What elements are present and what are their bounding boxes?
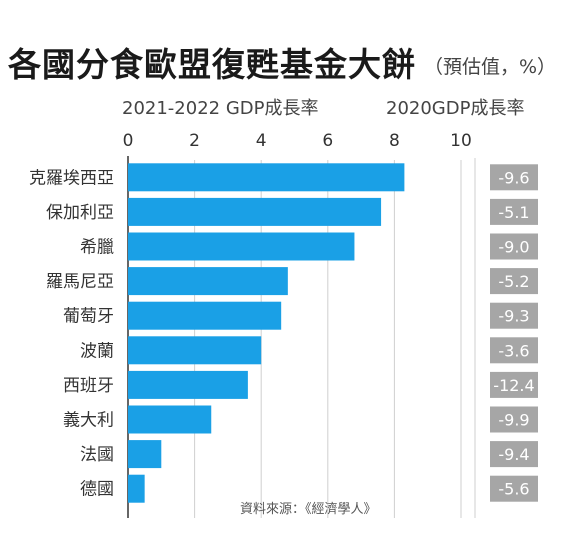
x-tick-label: 4	[256, 131, 267, 151]
value-box-2020	[490, 302, 538, 329]
chart-title: 各國分食歐盟復甦基金大餅	[8, 45, 416, 84]
left-axis-label: 2021-2022 GDP成長率	[122, 98, 319, 119]
right-axis-label: 2020GDP成長率	[386, 98, 525, 119]
value-box-2020	[490, 198, 538, 225]
category-label: 波蘭	[80, 341, 114, 361]
category-label: 葡萄牙	[63, 307, 114, 327]
x-tick-label: 0	[123, 131, 134, 151]
category-label: 克羅埃西亞	[29, 168, 114, 188]
value-box-2020	[490, 406, 538, 433]
value-box-2020	[490, 164, 538, 191]
category-label: 保加利亞	[46, 203, 114, 223]
value-label-2020: -5.2	[498, 272, 529, 291]
bar-2021-2022	[128, 336, 262, 365]
value-label-2020: -9.9	[498, 411, 529, 430]
value-label-2020: -5.1	[498, 203, 529, 222]
value-label-2020: -9.3	[498, 307, 529, 326]
value-box-2020	[490, 475, 538, 502]
value-box-2020	[490, 233, 538, 260]
bar-2021-2022	[128, 440, 162, 469]
category-label: 羅馬尼亞	[46, 272, 114, 292]
value-label-2020: -12.4	[493, 376, 534, 395]
bar-2021-2022	[128, 197, 382, 226]
category-label: 義大利	[63, 411, 114, 431]
bar-2021-2022	[128, 232, 355, 261]
value-label-2020: -5.6	[498, 480, 529, 499]
chart-subtitle: （預估值，%）	[424, 56, 557, 78]
value-label-2020: -9.0	[498, 238, 529, 257]
value-box-2020	[490, 337, 538, 364]
value-label-2020: -3.6	[498, 341, 529, 360]
value-label-2020: -9.4	[498, 445, 529, 464]
category-label: 希臘	[80, 238, 114, 258]
value-box-2020	[490, 441, 538, 468]
category-label: 法國	[80, 445, 114, 465]
x-tick-label: 8	[389, 131, 400, 151]
x-tick-label: 10	[450, 131, 472, 151]
bar-2021-2022	[128, 163, 405, 192]
category-label: 德國	[80, 480, 114, 500]
bar-2021-2022	[128, 370, 248, 399]
x-tick-label: 6	[322, 131, 333, 151]
bar-2021-2022	[128, 267, 288, 296]
value-box-2020	[490, 268, 538, 295]
category-label: 西班牙	[63, 376, 114, 396]
source-note: 資料來源：《經濟學人》	[240, 502, 377, 517]
bar-2021-2022	[128, 301, 282, 330]
value-box-2020	[490, 371, 538, 398]
value-label-2020: -9.6	[498, 168, 529, 187]
x-tick-label: 2	[189, 131, 200, 151]
bar-2021-2022	[128, 405, 212, 434]
bar-2021-2022	[128, 474, 145, 503]
